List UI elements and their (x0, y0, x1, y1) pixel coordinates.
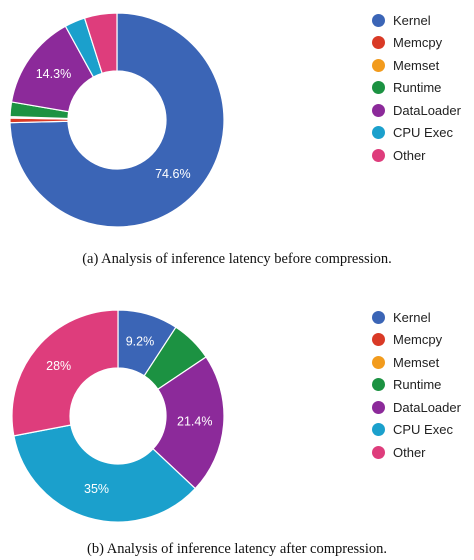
legend-item-memcpy[interactable]: Memcpy (372, 32, 461, 55)
legend-label-runtime: Runtime (393, 377, 442, 393)
caption-after: (b) Analysis of inference latency after … (87, 541, 387, 557)
legend-label-memset: Memset (393, 57, 440, 73)
legend-swatch-runtime (372, 81, 385, 95)
donut-chart-after: 9.2% 21.4% 35% 28% (11, 309, 225, 523)
legend-swatch-kernel (372, 310, 385, 324)
slice-other-before (83, 12, 118, 75)
legend-item-other[interactable]: Other (372, 441, 461, 464)
data-label-dataloader-after: 21.4% (177, 415, 212, 429)
legend-item-dataloader[interactable]: DataLoader (372, 99, 461, 122)
legend-item-cpu-exec[interactable]: CPU Exec (372, 122, 461, 145)
legend-label-kernel: Kernel (393, 309, 431, 325)
legend-item-dataloader[interactable]: DataLoader (372, 396, 461, 419)
legend-swatch-memset (372, 355, 385, 369)
data-label-other-after: 28% (46, 359, 71, 373)
chart-panel-after: 9.2% 21.4% 35% 28% Kernel Memcpy Memset Runtim… (0, 280, 474, 560)
legend-label-memcpy: Memcpy (393, 35, 443, 51)
legend-item-memset[interactable]: Memset (372, 54, 461, 77)
legend-before: Kernel Memcpy Memset Runtime DataLoader CPU E… (372, 9, 461, 167)
legend-item-other[interactable]: Other (372, 144, 461, 167)
slice-kernel-before (9, 12, 225, 228)
data-label-cpu-exec-after: 35% (84, 482, 109, 496)
legend-item-runtime[interactable]: Runtime (372, 374, 461, 397)
legend-label-cpu-exec: CPU Exec (393, 125, 453, 141)
legend-label-dataloader: DataLoader (393, 102, 461, 118)
data-label-dataloader-before: 14.3% (36, 67, 71, 81)
legend-label-memset: Memset (393, 354, 440, 370)
legend-swatch-dataloader (372, 103, 385, 117)
legend-swatch-memcpy (372, 36, 385, 50)
legend-swatch-other (372, 148, 385, 162)
legend-item-kernel[interactable]: Kernel (372, 306, 461, 329)
legend-swatch-memset (372, 58, 385, 72)
slice-dataloader-after (152, 356, 225, 490)
legend-swatch-memcpy (372, 333, 385, 347)
legend-label-cpu-exec: CPU Exec (393, 422, 453, 438)
data-label-kernel-before: 74.6% (155, 167, 190, 181)
legend-item-kernel[interactable]: Kernel (372, 9, 461, 32)
legend-swatch-runtime (372, 378, 385, 392)
data-label-kernel-after: 9.2% (126, 334, 155, 348)
chart-panel-before: 74.6% 14.3% Kernel Memcpy Memset Runtime Data… (9, 9, 461, 267)
legend-swatch-kernel (372, 13, 385, 27)
legend-label-dataloader: DataLoader (393, 399, 461, 415)
legend-after: Kernel Memcpy Memset Runtime DataLoader CPU E… (372, 306, 461, 464)
legend-label-memcpy: Memcpy (393, 332, 443, 348)
caption-before: (a) Analysis of inference latency before… (82, 251, 392, 267)
legend-item-cpu-exec[interactable]: CPU Exec (372, 419, 461, 442)
legend-item-runtime[interactable]: Runtime (372, 77, 461, 100)
legend-label-other: Other (393, 147, 426, 163)
legend-label-runtime: Runtime (393, 80, 442, 96)
slice-cpu-exec-after (13, 424, 197, 523)
legend-swatch-cpu-exec (372, 126, 385, 140)
legend-swatch-other (372, 445, 385, 459)
legend-swatch-cpu-exec (372, 423, 385, 437)
legend-swatch-dataloader (372, 400, 385, 414)
legend-label-other: Other (393, 444, 426, 460)
legend-item-memset[interactable]: Memset (372, 351, 461, 374)
donut-chart-before: 74.6% 14.3% (9, 12, 225, 228)
legend-label-kernel: Kernel (393, 12, 431, 28)
legend-item-memcpy[interactable]: Memcpy (372, 329, 461, 352)
slice-other-after (11, 309, 119, 437)
